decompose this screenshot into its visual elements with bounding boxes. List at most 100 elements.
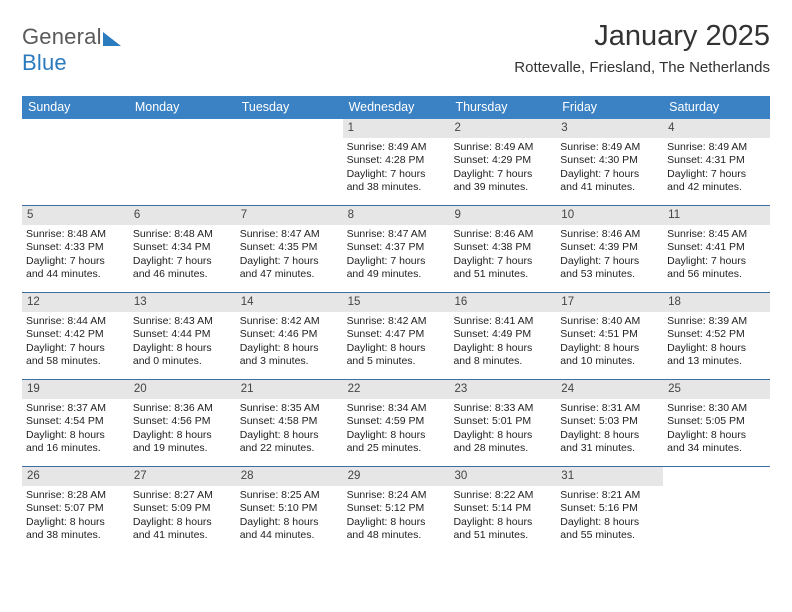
day-number: 12: [22, 293, 129, 312]
day-number: 19: [22, 380, 129, 399]
sunrise-line: Sunrise: 8:35 AM: [240, 402, 339, 415]
sunrise-line: Sunrise: 8:44 AM: [26, 315, 125, 328]
calendar-day-cell: 1Sunrise: 8:49 AMSunset: 4:28 PMDaylight…: [343, 119, 450, 205]
sunset-line: Sunset: 4:34 PM: [133, 241, 232, 254]
sunset-line: Sunset: 4:56 PM: [133, 415, 232, 428]
day-number: 5: [22, 206, 129, 225]
calendar-day-cell: 8Sunrise: 8:47 AMSunset: 4:37 PMDaylight…: [343, 206, 450, 292]
daylight-line-1: Daylight: 7 hours: [667, 255, 766, 268]
daylight-line-2: and 10 minutes.: [560, 355, 659, 368]
sunset-line: Sunset: 4:30 PM: [560, 154, 659, 167]
page-header: January 2025 Rottevalle, Friesland, The …: [514, 20, 770, 76]
day-number: 20: [129, 380, 236, 399]
daylight-line-1: Daylight: 8 hours: [453, 342, 552, 355]
calendar-day-cell: 18Sunrise: 8:39 AMSunset: 4:52 PMDayligh…: [663, 293, 770, 379]
daylight-line-2: and 53 minutes.: [560, 268, 659, 281]
sunset-line: Sunset: 5:12 PM: [347, 502, 446, 515]
logo-triangle-icon: [103, 32, 121, 46]
day-number: 1: [343, 119, 450, 138]
sunrise-line: Sunrise: 8:31 AM: [560, 402, 659, 415]
daylight-line-2: and 8 minutes.: [453, 355, 552, 368]
calendar-day-cell: [22, 119, 129, 205]
daylight-line-2: and 0 minutes.: [133, 355, 232, 368]
daylight-line-1: Daylight: 7 hours: [240, 255, 339, 268]
daylight-line-1: Daylight: 8 hours: [240, 516, 339, 529]
daylight-line-1: Daylight: 8 hours: [667, 429, 766, 442]
sunrise-line: Sunrise: 8:34 AM: [347, 402, 446, 415]
daylight-line-1: Daylight: 8 hours: [347, 516, 446, 529]
sunset-line: Sunset: 4:33 PM: [26, 241, 125, 254]
calendar-day-cell: 19Sunrise: 8:37 AMSunset: 4:54 PMDayligh…: [22, 380, 129, 466]
sunrise-line: Sunrise: 8:49 AM: [560, 141, 659, 154]
daylight-line-1: Daylight: 7 hours: [347, 168, 446, 181]
calendar-weeks: 1Sunrise: 8:49 AMSunset: 4:28 PMDaylight…: [22, 119, 770, 553]
sunset-line: Sunset: 5:07 PM: [26, 502, 125, 515]
calendar-day-cell: 15Sunrise: 8:42 AMSunset: 4:47 PMDayligh…: [343, 293, 450, 379]
logo: General Blue: [22, 24, 121, 76]
calendar-day-cell: 23Sunrise: 8:33 AMSunset: 5:01 PMDayligh…: [449, 380, 556, 466]
sunrise-line: Sunrise: 8:49 AM: [453, 141, 552, 154]
day-number: 10: [556, 206, 663, 225]
sunset-line: Sunset: 5:01 PM: [453, 415, 552, 428]
sunset-line: Sunset: 4:51 PM: [560, 328, 659, 341]
daylight-line-2: and 51 minutes.: [453, 268, 552, 281]
sunrise-line: Sunrise: 8:39 AM: [667, 315, 766, 328]
logo-text-1: General: [22, 24, 102, 49]
sunset-line: Sunset: 5:16 PM: [560, 502, 659, 515]
calendar-day-cell: 16Sunrise: 8:41 AMSunset: 4:49 PMDayligh…: [449, 293, 556, 379]
sunset-line: Sunset: 4:58 PM: [240, 415, 339, 428]
calendar-day-cell: 13Sunrise: 8:43 AMSunset: 4:44 PMDayligh…: [129, 293, 236, 379]
logo-text-2: Blue: [22, 50, 67, 75]
location-subtitle: Rottevalle, Friesland, The Netherlands: [514, 59, 770, 76]
day-number: 23: [449, 380, 556, 399]
daylight-line-2: and 42 minutes.: [667, 181, 766, 194]
daylight-line-2: and 13 minutes.: [667, 355, 766, 368]
calendar-day-cell: 2Sunrise: 8:49 AMSunset: 4:29 PMDaylight…: [449, 119, 556, 205]
sunset-line: Sunset: 4:37 PM: [347, 241, 446, 254]
day-number: 18: [663, 293, 770, 312]
sunset-line: Sunset: 4:47 PM: [347, 328, 446, 341]
day-number: 26: [22, 467, 129, 486]
calendar-day-cell: 12Sunrise: 8:44 AMSunset: 4:42 PMDayligh…: [22, 293, 129, 379]
sunrise-line: Sunrise: 8:40 AM: [560, 315, 659, 328]
daylight-line-2: and 41 minutes.: [133, 529, 232, 542]
weekday-header-cell: Wednesday: [343, 96, 450, 119]
daylight-line-2: and 5 minutes.: [347, 355, 446, 368]
day-number: 22: [343, 380, 450, 399]
sunrise-line: Sunrise: 8:49 AM: [667, 141, 766, 154]
weekday-header-cell: Friday: [556, 96, 663, 119]
calendar-day-cell: 6Sunrise: 8:48 AMSunset: 4:34 PMDaylight…: [129, 206, 236, 292]
sunrise-line: Sunrise: 8:25 AM: [240, 489, 339, 502]
sunrise-line: Sunrise: 8:43 AM: [133, 315, 232, 328]
calendar-day-cell: 10Sunrise: 8:46 AMSunset: 4:39 PMDayligh…: [556, 206, 663, 292]
day-number: 11: [663, 206, 770, 225]
weekday-header-cell: Tuesday: [236, 96, 343, 119]
weekday-header-cell: Thursday: [449, 96, 556, 119]
day-number: 16: [449, 293, 556, 312]
daylight-line-1: Daylight: 7 hours: [667, 168, 766, 181]
calendar-day-cell: 24Sunrise: 8:31 AMSunset: 5:03 PMDayligh…: [556, 380, 663, 466]
day-number: 4: [663, 119, 770, 138]
calendar-day-cell: 4Sunrise: 8:49 AMSunset: 4:31 PMDaylight…: [663, 119, 770, 205]
daylight-line-2: and 39 minutes.: [453, 181, 552, 194]
day-number: 28: [236, 467, 343, 486]
daylight-line-1: Daylight: 7 hours: [133, 255, 232, 268]
sunset-line: Sunset: 4:41 PM: [667, 241, 766, 254]
daylight-line-1: Daylight: 8 hours: [560, 516, 659, 529]
sunset-line: Sunset: 4:42 PM: [26, 328, 125, 341]
calendar-day-cell: 11 Sunrise: 8:45 AMSunset: 4:41 PMDayligh…: [663, 206, 770, 292]
calendar-day-cell: 3Sunrise: 8:49 AMSunset: 4:30 PMDaylight…: [556, 119, 663, 205]
weekday-header-cell: Sunday: [22, 96, 129, 119]
daylight-line-1: Daylight: 8 hours: [26, 429, 125, 442]
calendar-day-cell: [129, 119, 236, 205]
sunrise-line: Sunrise: 8:21 AM: [560, 489, 659, 502]
sunrise-line: Sunrise: 8:45 AM: [667, 228, 766, 241]
daylight-line-2: and 28 minutes.: [453, 442, 552, 455]
sunset-line: Sunset: 5:09 PM: [133, 502, 232, 515]
calendar-day-cell: 22Sunrise: 8:34 AMSunset: 4:59 PMDayligh…: [343, 380, 450, 466]
daylight-line-2: and 51 minutes.: [453, 529, 552, 542]
calendar-day-cell: 9Sunrise: 8:46 AMSunset: 4:38 PMDaylight…: [449, 206, 556, 292]
daylight-line-1: Daylight: 7 hours: [26, 255, 125, 268]
day-number: 7: [236, 206, 343, 225]
day-number: 13: [129, 293, 236, 312]
